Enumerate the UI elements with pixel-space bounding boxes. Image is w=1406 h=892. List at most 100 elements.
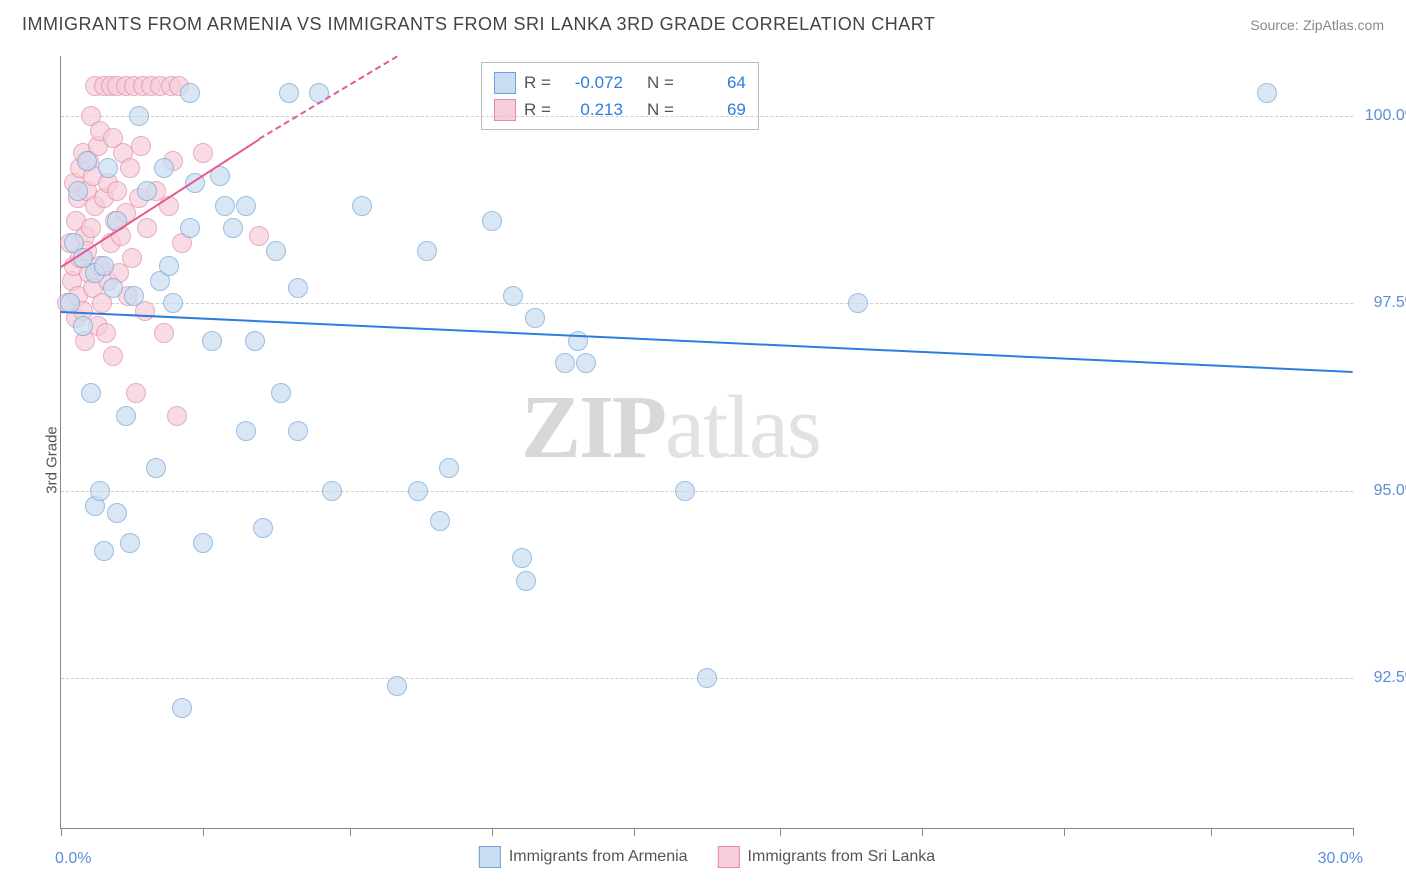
swatch-srilanka [494, 99, 516, 121]
swatch-armenia [494, 72, 516, 94]
data-point-armenia [408, 481, 428, 501]
data-point-armenia [98, 158, 118, 178]
data-point-srilanka [107, 181, 127, 201]
data-point-srilanka [120, 158, 140, 178]
gridline-h [61, 116, 1353, 117]
data-point-armenia [129, 106, 149, 126]
data-point-armenia [245, 331, 265, 351]
data-point-srilanka [249, 226, 269, 246]
data-point-armenia [279, 83, 299, 103]
data-point-armenia [107, 211, 127, 231]
data-point-armenia [576, 353, 596, 373]
gridline-h [61, 303, 1353, 304]
data-point-armenia [163, 293, 183, 313]
data-point-srilanka [131, 136, 151, 156]
data-point-armenia [107, 503, 127, 523]
data-point-armenia [322, 481, 342, 501]
data-point-armenia [503, 286, 523, 306]
data-point-armenia [68, 181, 88, 201]
srilanka-n-value: 69 [686, 96, 746, 123]
data-point-armenia [697, 668, 717, 688]
data-point-armenia [180, 218, 200, 238]
data-point-armenia [525, 308, 545, 328]
data-point-armenia [77, 151, 97, 171]
n-label: N = [647, 96, 674, 123]
r-label: R = [524, 69, 551, 96]
data-point-armenia [180, 83, 200, 103]
data-point-srilanka [96, 323, 116, 343]
data-point-armenia [81, 383, 101, 403]
data-point-armenia [516, 571, 536, 591]
data-point-armenia [215, 196, 235, 216]
legend-item-srilanka: Immigrants from Sri Lanka [718, 846, 936, 868]
ytick-label: 97.5% [1374, 294, 1406, 312]
data-point-armenia [154, 158, 174, 178]
data-point-armenia [555, 353, 575, 373]
data-point-armenia [253, 518, 273, 538]
legend-label-srilanka: Immigrants from Sri Lanka [748, 848, 936, 866]
data-point-armenia [103, 278, 123, 298]
data-point-armenia [512, 548, 532, 568]
stats-row-srilanka: R = 0.213 N = 69 [494, 96, 746, 123]
data-point-armenia [193, 533, 213, 553]
data-point-armenia [288, 278, 308, 298]
data-point-armenia [146, 458, 166, 478]
chart-area: 3rd Grade ZIPatlas R = -0.072 N = 64 R =… [22, 50, 1384, 870]
data-point-armenia [417, 241, 437, 261]
data-point-armenia [202, 331, 222, 351]
data-point-srilanka [167, 406, 187, 426]
chart-title: IMMIGRANTS FROM ARMENIA VS IMMIGRANTS FR… [22, 14, 935, 35]
data-point-armenia [387, 676, 407, 696]
data-point-armenia [266, 241, 286, 261]
gridline-h [61, 491, 1353, 492]
data-point-srilanka [154, 323, 174, 343]
data-point-armenia [439, 458, 459, 478]
source-name: ZipAtlas.com [1303, 17, 1384, 33]
srilanka-r-value: 0.213 [563, 96, 623, 123]
data-point-armenia [116, 406, 136, 426]
data-point-srilanka [137, 218, 157, 238]
data-point-armenia [848, 293, 868, 313]
swatch-armenia [479, 846, 501, 868]
r-label: R = [524, 96, 551, 123]
y-axis-label: 3rd Grade [43, 426, 60, 494]
armenia-r-value: -0.072 [563, 69, 623, 96]
source-label: Source: [1250, 17, 1298, 33]
data-point-armenia [120, 533, 140, 553]
data-point-srilanka [193, 143, 213, 163]
xtick [61, 828, 62, 836]
watermark: ZIPatlas [521, 376, 820, 479]
n-label: N = [647, 69, 674, 96]
xtick [1211, 828, 1212, 836]
data-point-armenia [288, 421, 308, 441]
xtick [922, 828, 923, 836]
data-point-armenia [94, 541, 114, 561]
data-point-armenia [236, 421, 256, 441]
data-point-armenia [94, 256, 114, 276]
x-end-label: 30.0% [1318, 850, 1363, 868]
xtick [1064, 828, 1065, 836]
xtick [492, 828, 493, 836]
legend-label-armenia: Immigrants from Armenia [509, 848, 688, 866]
data-point-armenia [675, 481, 695, 501]
watermark-bold: ZIP [521, 378, 665, 477]
plot-region: ZIPatlas R = -0.072 N = 64 R = 0.213 N =… [60, 56, 1353, 829]
data-point-srilanka [103, 346, 123, 366]
data-point-srilanka [122, 248, 142, 268]
data-point-armenia [236, 196, 256, 216]
xtick [203, 828, 204, 836]
data-point-srilanka [126, 383, 146, 403]
armenia-n-value: 64 [686, 69, 746, 96]
data-point-armenia [271, 383, 291, 403]
data-point-armenia [223, 218, 243, 238]
data-point-armenia [482, 211, 502, 231]
data-point-armenia [124, 286, 144, 306]
data-point-armenia [430, 511, 450, 531]
bottom-legend: Immigrants from Armenia Immigrants from … [479, 846, 935, 868]
data-point-armenia [159, 256, 179, 276]
xtick [1353, 828, 1354, 836]
data-point-armenia [137, 181, 157, 201]
trendline-srilanka-extrapolated [259, 56, 398, 140]
data-point-armenia [1257, 83, 1277, 103]
xtick [350, 828, 351, 836]
